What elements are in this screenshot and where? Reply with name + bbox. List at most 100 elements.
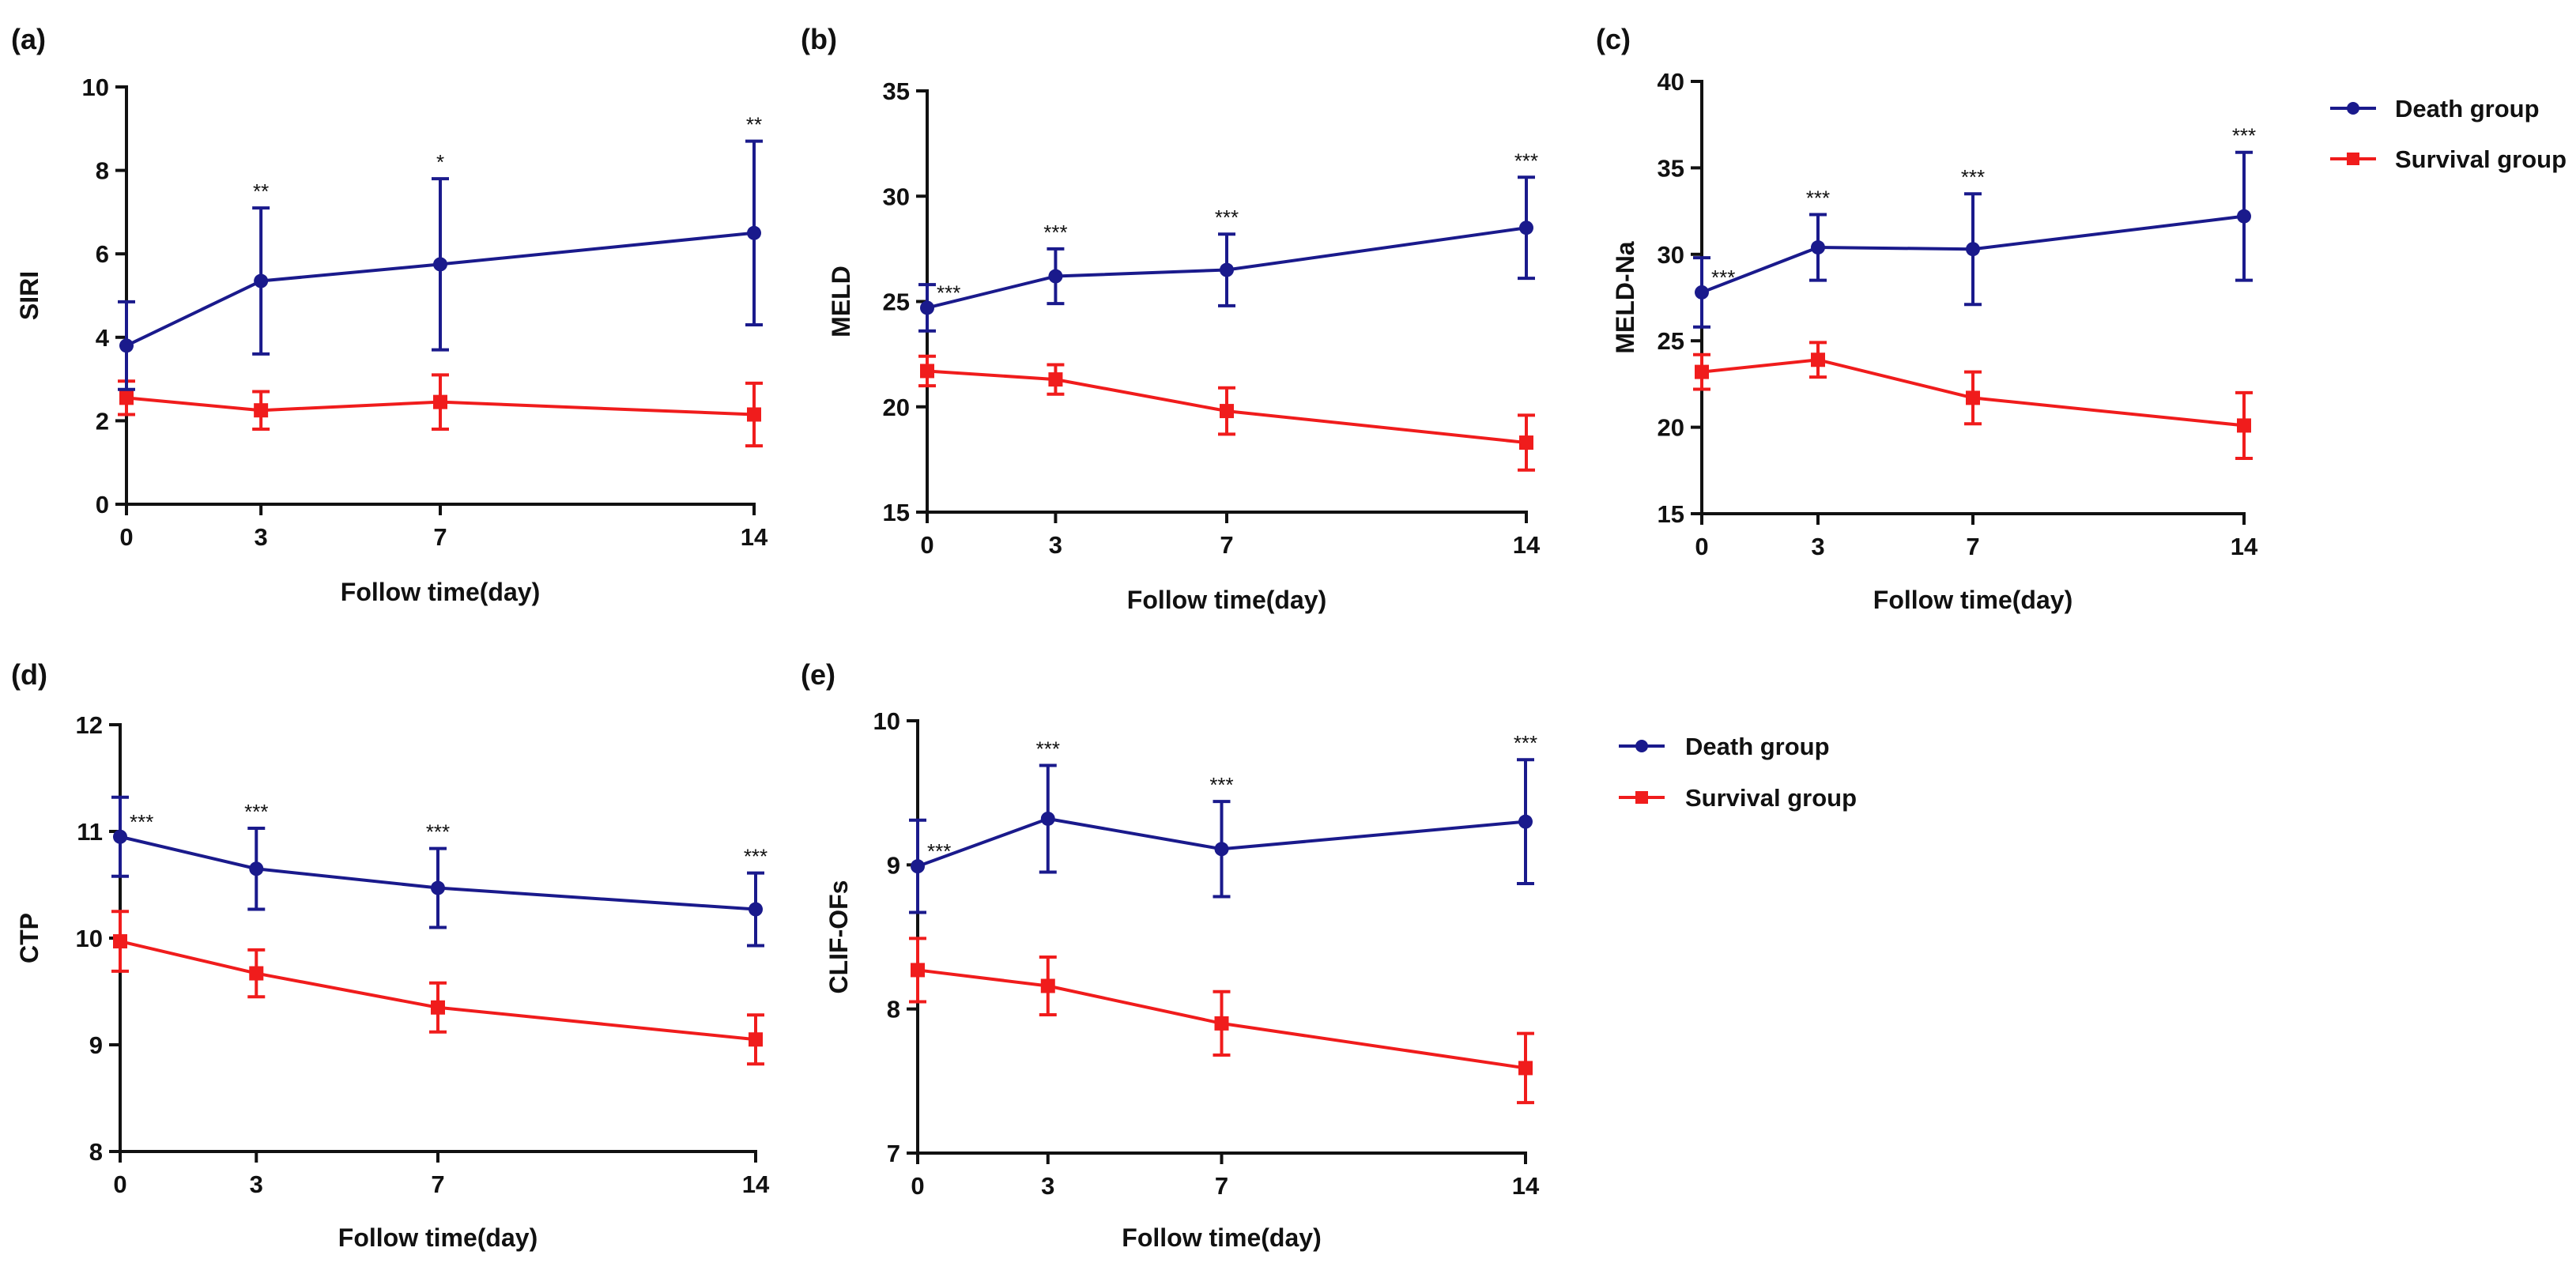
data-point — [1519, 220, 1533, 236]
y-tick-label: 6 — [96, 240, 109, 268]
data-point — [911, 963, 925, 978]
significance-label: *** — [244, 800, 268, 824]
legend-survival-label: Survival group — [1685, 784, 1857, 812]
series-line — [926, 226, 1527, 310]
data-point — [1518, 814, 1533, 829]
data-point — [1966, 242, 1980, 257]
legend-bottom: Death group Survival group — [1619, 733, 1857, 812]
x-axis-title: Follow time(day) — [1122, 1223, 1321, 1252]
series-survival-group — [918, 354, 1535, 472]
x-tick-label: 3 — [1811, 533, 1824, 560]
significance-label: *** — [744, 845, 768, 869]
significance-label: *** — [2232, 124, 2256, 148]
x-axis-title: Follow time(day) — [1127, 586, 1326, 614]
x-tick-label: 3 — [1049, 531, 1062, 559]
data-point — [249, 966, 264, 981]
data-point — [911, 859, 925, 874]
y-tick-label: 20 — [883, 394, 910, 421]
x-tick-label: 7 — [433, 523, 447, 551]
y-tick-label: 15 — [1658, 500, 1684, 528]
data-point — [1040, 978, 1055, 993]
significance-label: *** — [1209, 773, 1233, 797]
significance-label: *** — [130, 810, 153, 834]
x-tick-label: 7 — [1215, 1172, 1228, 1200]
chart-panel-5: (e) 7 8 9 10 0 3 7 14 Follow time(day) CLIF-OFs ***… — [801, 658, 1540, 1252]
y-tick-label: 0 — [96, 491, 109, 518]
series-death-group — [118, 139, 763, 391]
legend-death-label: Death group — [1685, 733, 1830, 760]
y-axis-title: SIRI — [15, 271, 43, 320]
y-axis-title: CLIF-OFs — [824, 880, 853, 994]
data-point — [1214, 842, 1229, 857]
y-tick-label: 10 — [873, 707, 900, 735]
data-point — [433, 257, 447, 272]
legend-survival-label: Survival group — [2395, 145, 2567, 173]
data-point — [1040, 811, 1055, 826]
panel-label: (b) — [801, 23, 837, 55]
significance-label: *** — [937, 281, 960, 304]
y-tick-label: 8 — [887, 996, 900, 1023]
legend-survival-marker — [2347, 153, 2359, 165]
x-axis-title: Follow time(day) — [338, 1223, 537, 1252]
data-point — [920, 300, 934, 315]
significance-label: *** — [927, 839, 951, 863]
y-tick-label: 30 — [1658, 241, 1684, 269]
data-point — [431, 880, 445, 895]
y-axis-title: MELD — [827, 266, 855, 337]
series-death-group — [918, 175, 1535, 333]
y-tick-label: 8 — [89, 1138, 103, 1166]
legend-top: Death group Survival group — [2330, 95, 2567, 173]
chart-panel-4: (d) 8 9 10 11 12 0 3 7 14 Follow time(day) CTP *** **… — [11, 658, 770, 1252]
x-tick-label: 0 — [920, 531, 933, 559]
series-line — [926, 369, 1527, 445]
series-line — [126, 396, 755, 416]
significance-label: *** — [1711, 266, 1735, 289]
data-point — [1220, 404, 1234, 419]
panel-label: (c) — [1596, 23, 1631, 55]
x-tick-label: 7 — [1966, 533, 1979, 560]
y-tick-label: 20 — [1658, 414, 1684, 442]
panel-label: (e) — [801, 658, 835, 691]
significance-label: *** — [1215, 205, 1239, 229]
series-death-group — [1693, 150, 2253, 329]
legend-survival-marker — [1635, 791, 1648, 804]
chart-panel-3: (c) 15 20 25 30 35 40 0 3 7 14 Follow time(day) MELD… — [1596, 23, 2258, 614]
panel-label: (d) — [11, 658, 47, 691]
data-point — [1518, 1061, 1533, 1076]
series-death-group — [111, 795, 764, 948]
data-point — [254, 273, 269, 288]
data-point — [749, 1032, 763, 1047]
chart-panel-2: (b) 15 20 25 30 35 0 3 7 14 Follow time(day) MELD **… — [801, 23, 1541, 614]
significance-label: ** — [746, 113, 762, 137]
x-tick-label: 0 — [911, 1172, 924, 1200]
data-point — [1519, 435, 1533, 450]
data-point — [747, 225, 761, 240]
x-tick-label: 3 — [255, 523, 268, 551]
data-point — [1048, 372, 1063, 387]
data-point — [2237, 418, 2251, 433]
data-point — [1214, 1016, 1229, 1031]
significance-label: ** — [253, 179, 269, 203]
data-point — [920, 364, 934, 379]
legend-death-marker — [2347, 102, 2359, 115]
significance-label: *** — [1514, 731, 1537, 755]
y-axis-title: MELD-Na — [1611, 241, 1639, 353]
data-point — [1811, 240, 1825, 255]
series-line — [119, 835, 756, 911]
series-line — [1701, 214, 2245, 294]
y-tick-label: 35 — [883, 77, 910, 105]
data-point — [113, 934, 127, 949]
y-tick-label: 9 — [89, 1031, 103, 1059]
data-point — [119, 390, 134, 405]
y-tick-label: 8 — [96, 157, 109, 185]
x-tick-label: 0 — [1695, 533, 1708, 560]
significance-label: * — [436, 150, 444, 174]
x-tick-label: 14 — [741, 523, 768, 551]
y-tick-label: 10 — [82, 74, 109, 101]
series-survival-group — [909, 937, 1534, 1105]
data-point — [254, 403, 269, 418]
x-tick-label: 14 — [1512, 1172, 1540, 1200]
y-tick-label: 7 — [887, 1140, 900, 1167]
